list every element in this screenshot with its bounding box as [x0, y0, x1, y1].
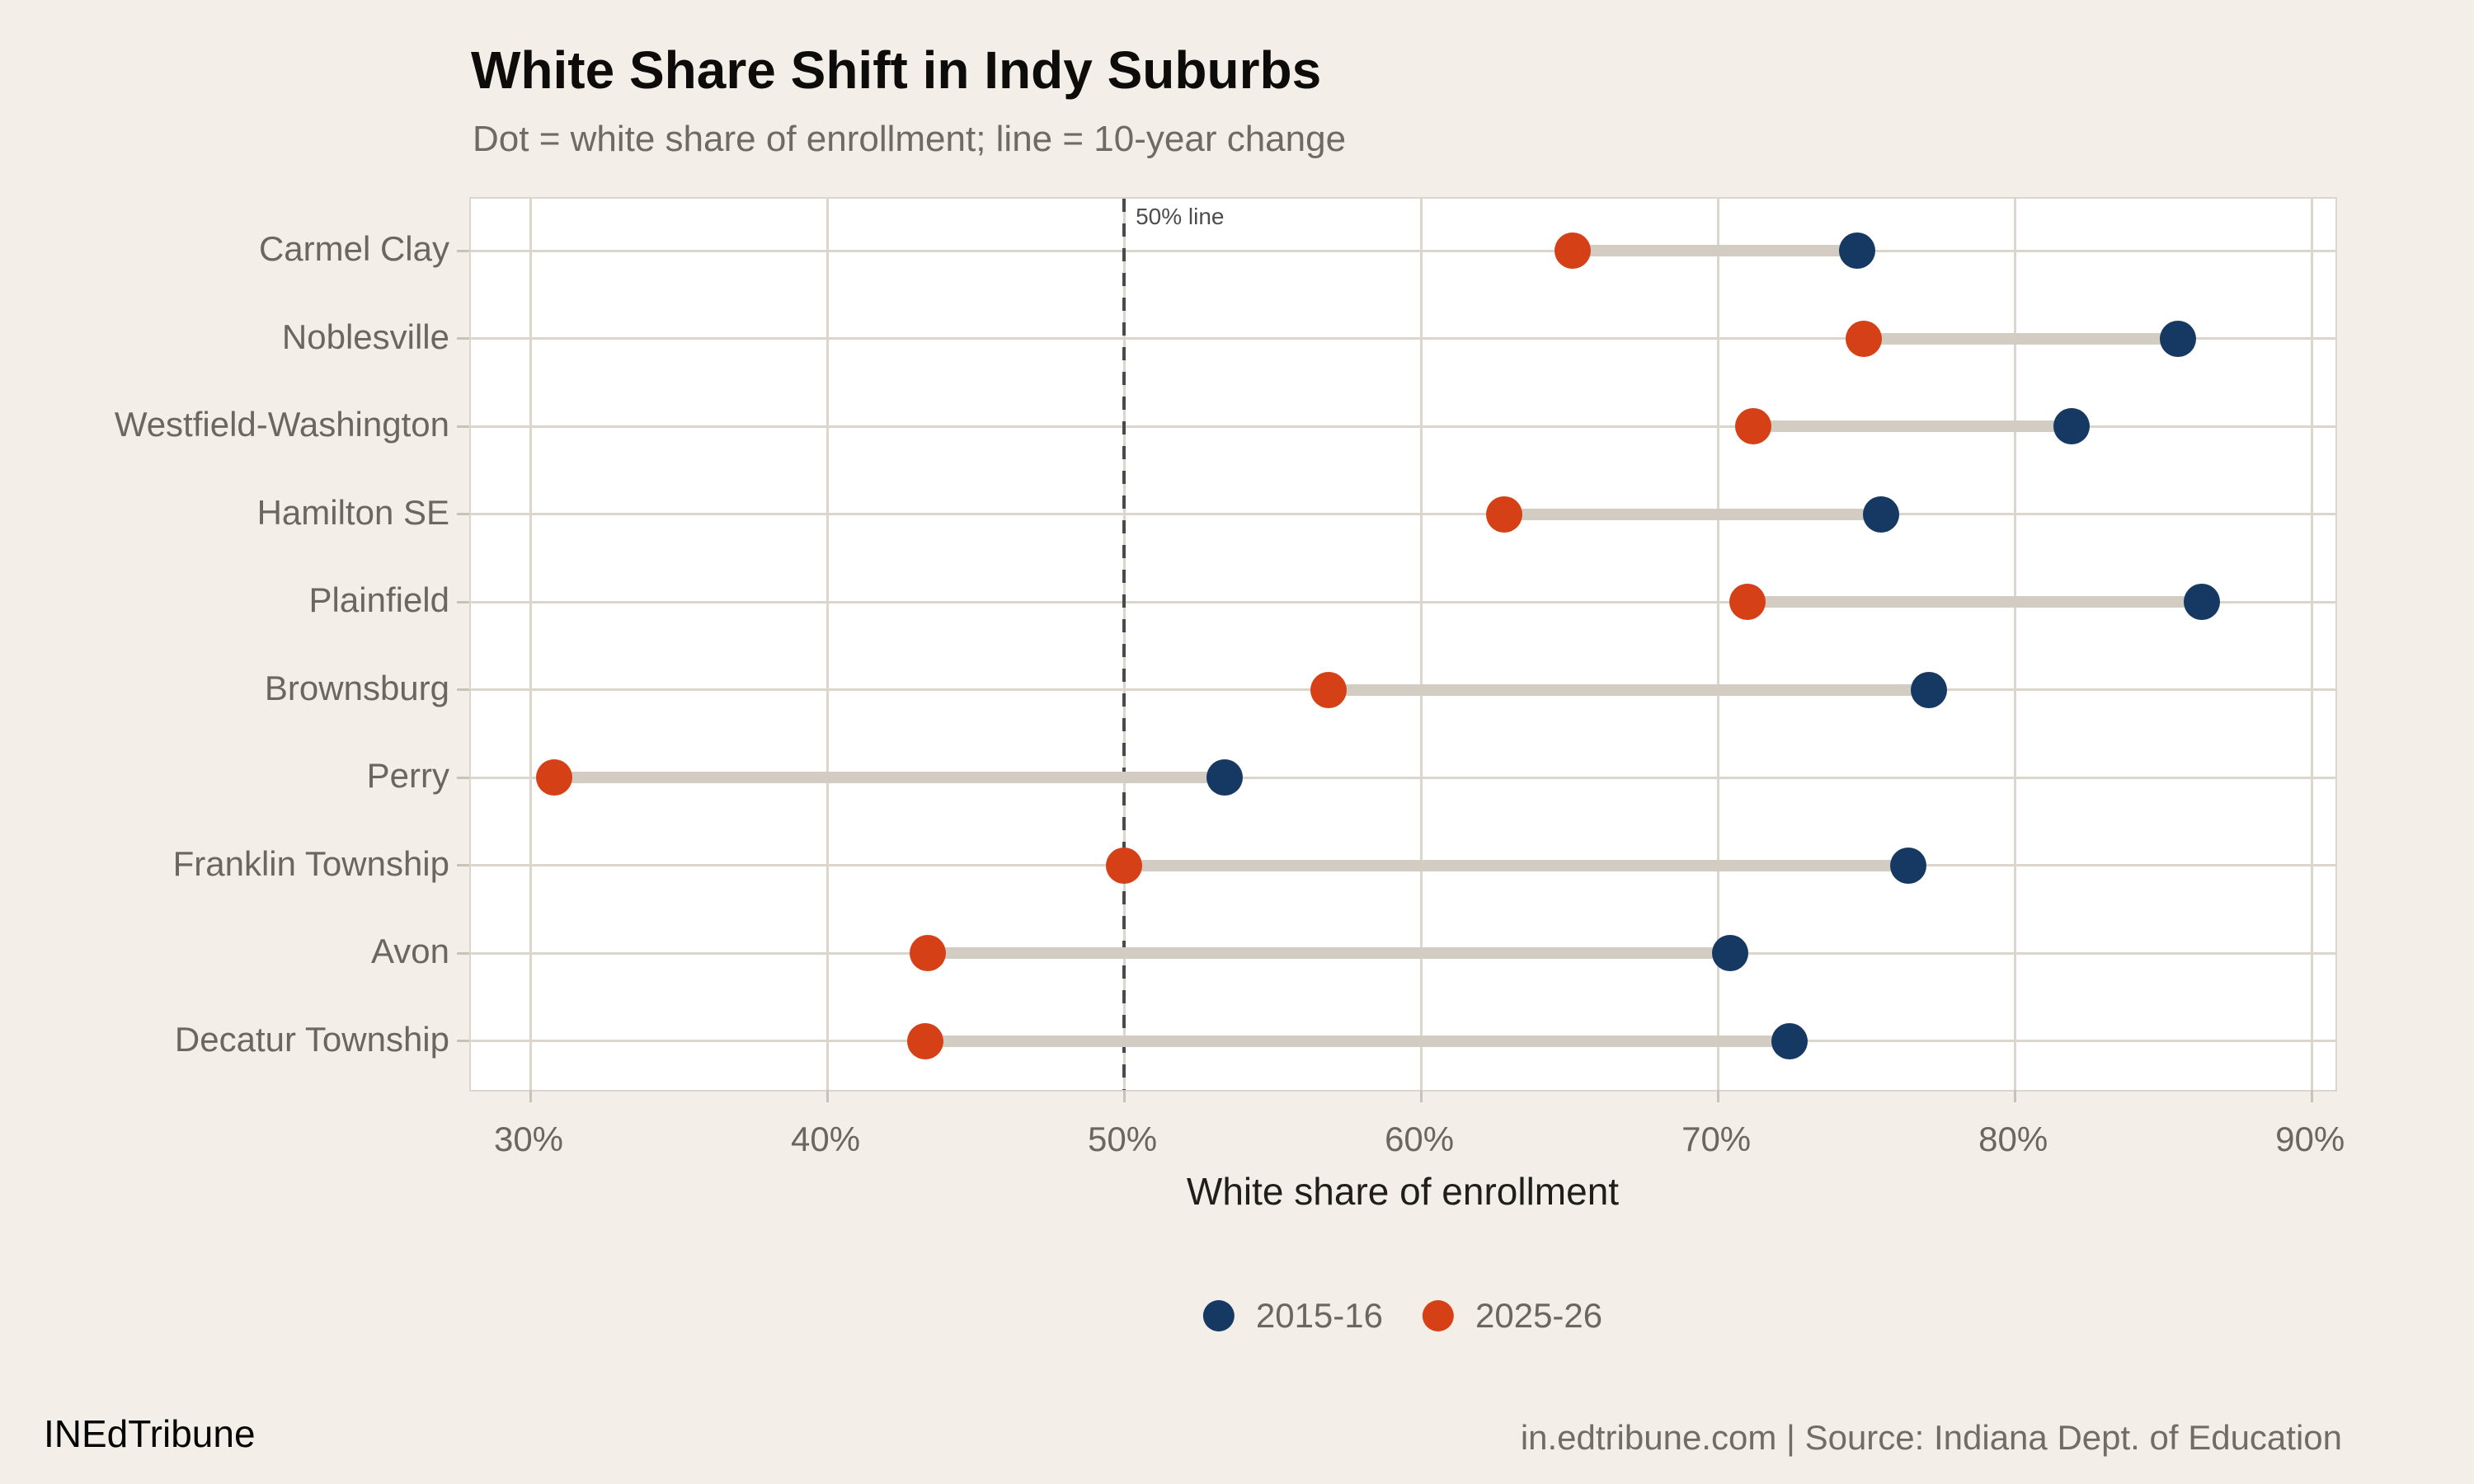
x-axis-tick	[825, 1090, 829, 1102]
change-connector-line	[1863, 332, 2179, 345]
change-connector-line	[1124, 859, 1908, 871]
horizontal-gridline	[471, 600, 2335, 603]
x-axis-tick-label: 60%	[1385, 1120, 1455, 1158]
dot-2015-16	[1889, 847, 1926, 884]
x-axis-tick	[2310, 1090, 2313, 1102]
legend-item-2015-16: 2015-16	[1202, 1296, 1383, 1336]
change-connector-line	[1572, 245, 1858, 256]
y-axis-tick	[457, 1040, 469, 1043]
y-axis-label: Plainfield	[308, 580, 449, 620]
vertical-gridline	[1716, 199, 1719, 1090]
legend-label-2025-26: 2025-26	[1475, 1296, 1603, 1335]
horizontal-gridline	[471, 513, 2335, 516]
change-connector-line	[1329, 683, 1929, 696]
dot-2015-16	[1863, 495, 1900, 533]
y-axis-tick	[457, 951, 469, 955]
y-axis-tick	[457, 864, 469, 867]
change-connector-line	[1747, 596, 2202, 608]
dot-2025-26	[910, 935, 947, 972]
source-attribution: in.edtribune.com | Source: Indiana Dept.…	[1520, 1418, 2342, 1457]
dot-2015-16	[1206, 759, 1244, 796]
y-axis-label: Noblesville	[281, 317, 449, 356]
legend-item-2025-26: 2025-26	[1423, 1296, 1602, 1336]
dot-2025-26	[1310, 671, 1348, 708]
dot-2015-16	[2183, 584, 2220, 621]
y-axis-tick	[457, 600, 469, 603]
publisher-logo-text: INEdTribune	[44, 1412, 256, 1455]
change-connector-line	[924, 1035, 1790, 1047]
y-axis-tick	[457, 688, 469, 692]
horizontal-gridline	[471, 425, 2335, 428]
change-connector-line	[928, 947, 1730, 960]
y-axis-label: Hamilton SE	[256, 492, 449, 532]
vertical-gridline	[2310, 199, 2313, 1090]
vertical-gridline	[2013, 199, 2016, 1090]
legend-label-2015-16: 2015-16	[1255, 1296, 1383, 1335]
horizontal-gridline	[471, 249, 2335, 252]
x-axis-tick-label: 70%	[1681, 1120, 1752, 1158]
change-connector-line	[553, 772, 1225, 784]
x-axis-tick	[1122, 1090, 1126, 1102]
change-connector-line	[1503, 508, 1882, 520]
dot-2015-16	[1711, 935, 1748, 972]
y-axis-tick	[457, 249, 469, 252]
legend-dot-2015-16-icon	[1202, 1300, 1235, 1331]
vertical-gridline	[825, 199, 829, 1090]
y-axis-tick	[457, 337, 469, 340]
y-axis-tick	[457, 776, 469, 779]
y-axis-label: Perry	[366, 756, 449, 796]
dot-2025-26	[535, 759, 572, 796]
legend-dot-2025-26-icon	[1423, 1300, 1454, 1331]
y-axis-label: Brownsburg	[264, 668, 449, 707]
chart-title: White Share Shift in Indy Suburbs	[471, 40, 1322, 100]
vertical-gridline	[1419, 199, 1423, 1090]
y-axis-label: Carmel Clay	[258, 229, 449, 268]
chart-subtitle: Dot = white share of enrollment; line = …	[473, 119, 1347, 159]
x-axis-tick-label: 90%	[2275, 1120, 2345, 1158]
vertical-gridline	[529, 199, 532, 1090]
dot-2025-26	[1735, 408, 1772, 445]
y-axis-tick	[457, 425, 469, 428]
horizontal-gridline	[471, 776, 2335, 779]
plot-panel: 50% line	[457, 197, 2337, 1102]
x-axis-tick	[1419, 1090, 1423, 1102]
horizontal-gridline	[471, 337, 2335, 340]
y-axis-label: Westfield-Washington	[114, 405, 449, 444]
x-axis-tick-label: 40%	[791, 1120, 861, 1158]
y-axis-label: Decatur Township	[174, 1019, 449, 1059]
x-axis-title: White share of enrollment	[1186, 1170, 1620, 1213]
dot-2025-26	[1485, 495, 1522, 533]
reference-line-label: 50% line	[1136, 204, 1225, 229]
legend: 2015-16 2025-26	[1202, 1296, 1602, 1336]
x-axis-tick-label: 80%	[1978, 1120, 2048, 1158]
x-axis-tick	[529, 1090, 532, 1102]
dot-2015-16	[1910, 671, 1947, 708]
dot-2015-16	[1839, 232, 1876, 269]
dot-2015-16	[1771, 1022, 1808, 1059]
dot-2025-26	[1554, 232, 1591, 269]
x-axis-tick	[1716, 1090, 1719, 1102]
dot-2025-26	[1845, 320, 1882, 357]
dot-2025-26	[1106, 847, 1143, 884]
dot-2015-16	[2160, 320, 2197, 357]
x-axis-tick-label: 50%	[1088, 1120, 1158, 1158]
reference-line-50pct	[1122, 199, 1126, 1090]
x-axis-tick	[2013, 1090, 2016, 1102]
change-connector-line	[1753, 420, 2072, 433]
y-axis-label: Franklin Township	[172, 843, 449, 883]
y-axis-tick	[457, 513, 469, 516]
y-axis-label: Avon	[371, 932, 449, 971]
dot-2015-16	[2053, 408, 2090, 445]
x-axis-tick-label: 30%	[493, 1120, 564, 1158]
dot-2025-26	[906, 1022, 943, 1059]
dot-2025-26	[1729, 584, 1766, 621]
